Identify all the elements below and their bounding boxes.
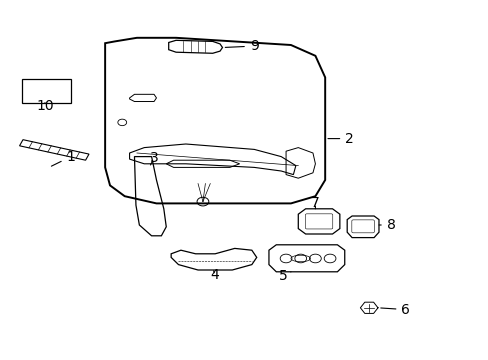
- Text: 2: 2: [327, 132, 353, 145]
- Text: 6: 6: [380, 303, 409, 316]
- Text: 1: 1: [51, 150, 75, 166]
- Text: 9: 9: [225, 39, 258, 53]
- Text: 7: 7: [310, 197, 319, 210]
- Bar: [22, 79, 71, 103]
- Text: 3: 3: [149, 152, 158, 165]
- Text: 5: 5: [279, 270, 290, 283]
- Text: 10: 10: [36, 99, 54, 113]
- Text: 4: 4: [210, 269, 219, 282]
- Text: 8: 8: [378, 218, 395, 232]
